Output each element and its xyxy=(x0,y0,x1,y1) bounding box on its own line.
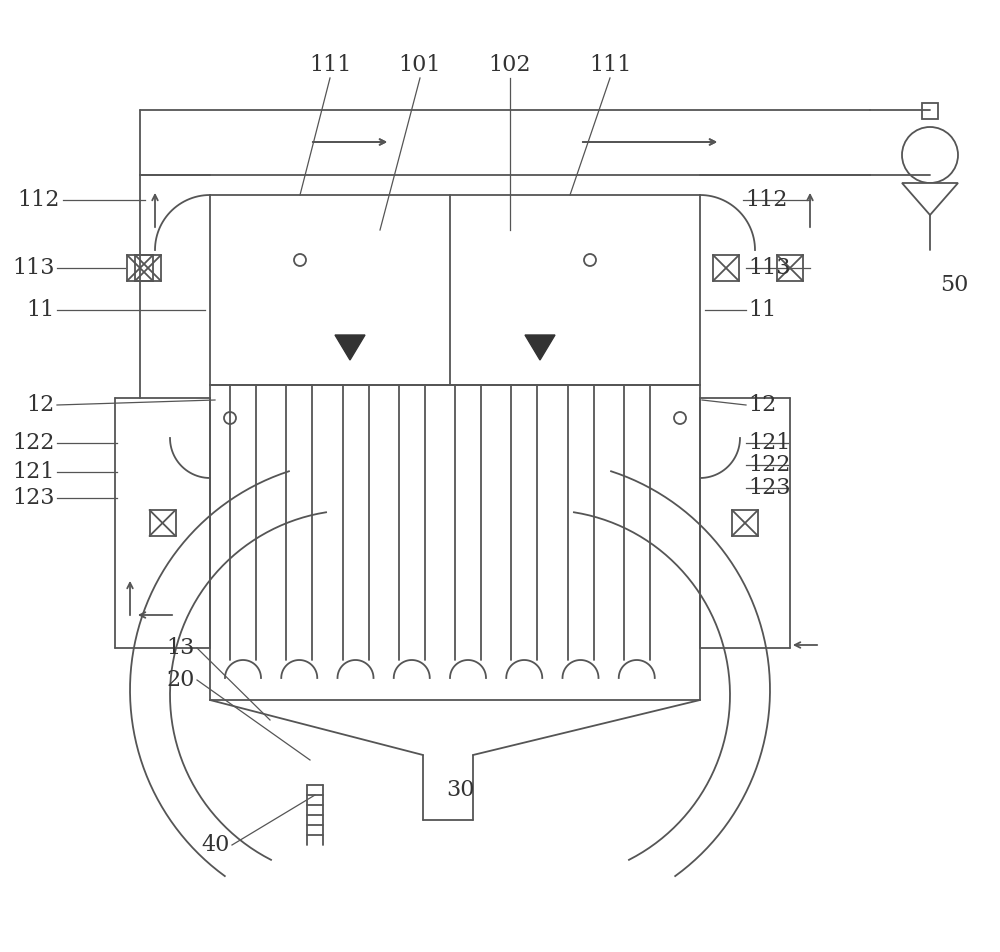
Bar xyxy=(922,103,938,119)
Circle shape xyxy=(294,254,306,266)
Text: 111: 111 xyxy=(589,54,631,76)
Circle shape xyxy=(674,412,686,424)
Text: 101: 101 xyxy=(399,54,441,76)
Text: 123: 123 xyxy=(12,487,55,509)
Text: 13: 13 xyxy=(167,637,195,659)
Text: 121: 121 xyxy=(13,461,55,483)
Text: 113: 113 xyxy=(12,257,55,279)
Text: 20: 20 xyxy=(167,669,195,691)
Text: 123: 123 xyxy=(748,477,790,499)
Text: 50: 50 xyxy=(940,274,968,296)
Text: 111: 111 xyxy=(309,54,351,76)
Text: 12: 12 xyxy=(27,394,55,416)
Text: 12: 12 xyxy=(748,394,776,416)
Text: 11: 11 xyxy=(748,299,776,321)
Circle shape xyxy=(902,127,958,183)
Polygon shape xyxy=(525,335,555,360)
Circle shape xyxy=(224,412,236,424)
Polygon shape xyxy=(335,335,365,360)
Text: 113: 113 xyxy=(748,257,790,279)
Text: 102: 102 xyxy=(489,54,531,76)
Text: 122: 122 xyxy=(748,454,790,476)
Text: 122: 122 xyxy=(13,432,55,454)
Text: 30: 30 xyxy=(446,779,474,801)
Text: 121: 121 xyxy=(748,432,790,454)
Text: 11: 11 xyxy=(27,299,55,321)
Text: 40: 40 xyxy=(202,834,230,856)
Circle shape xyxy=(584,254,596,266)
Polygon shape xyxy=(902,183,958,215)
Text: 112: 112 xyxy=(745,189,787,211)
Text: 112: 112 xyxy=(18,189,60,211)
